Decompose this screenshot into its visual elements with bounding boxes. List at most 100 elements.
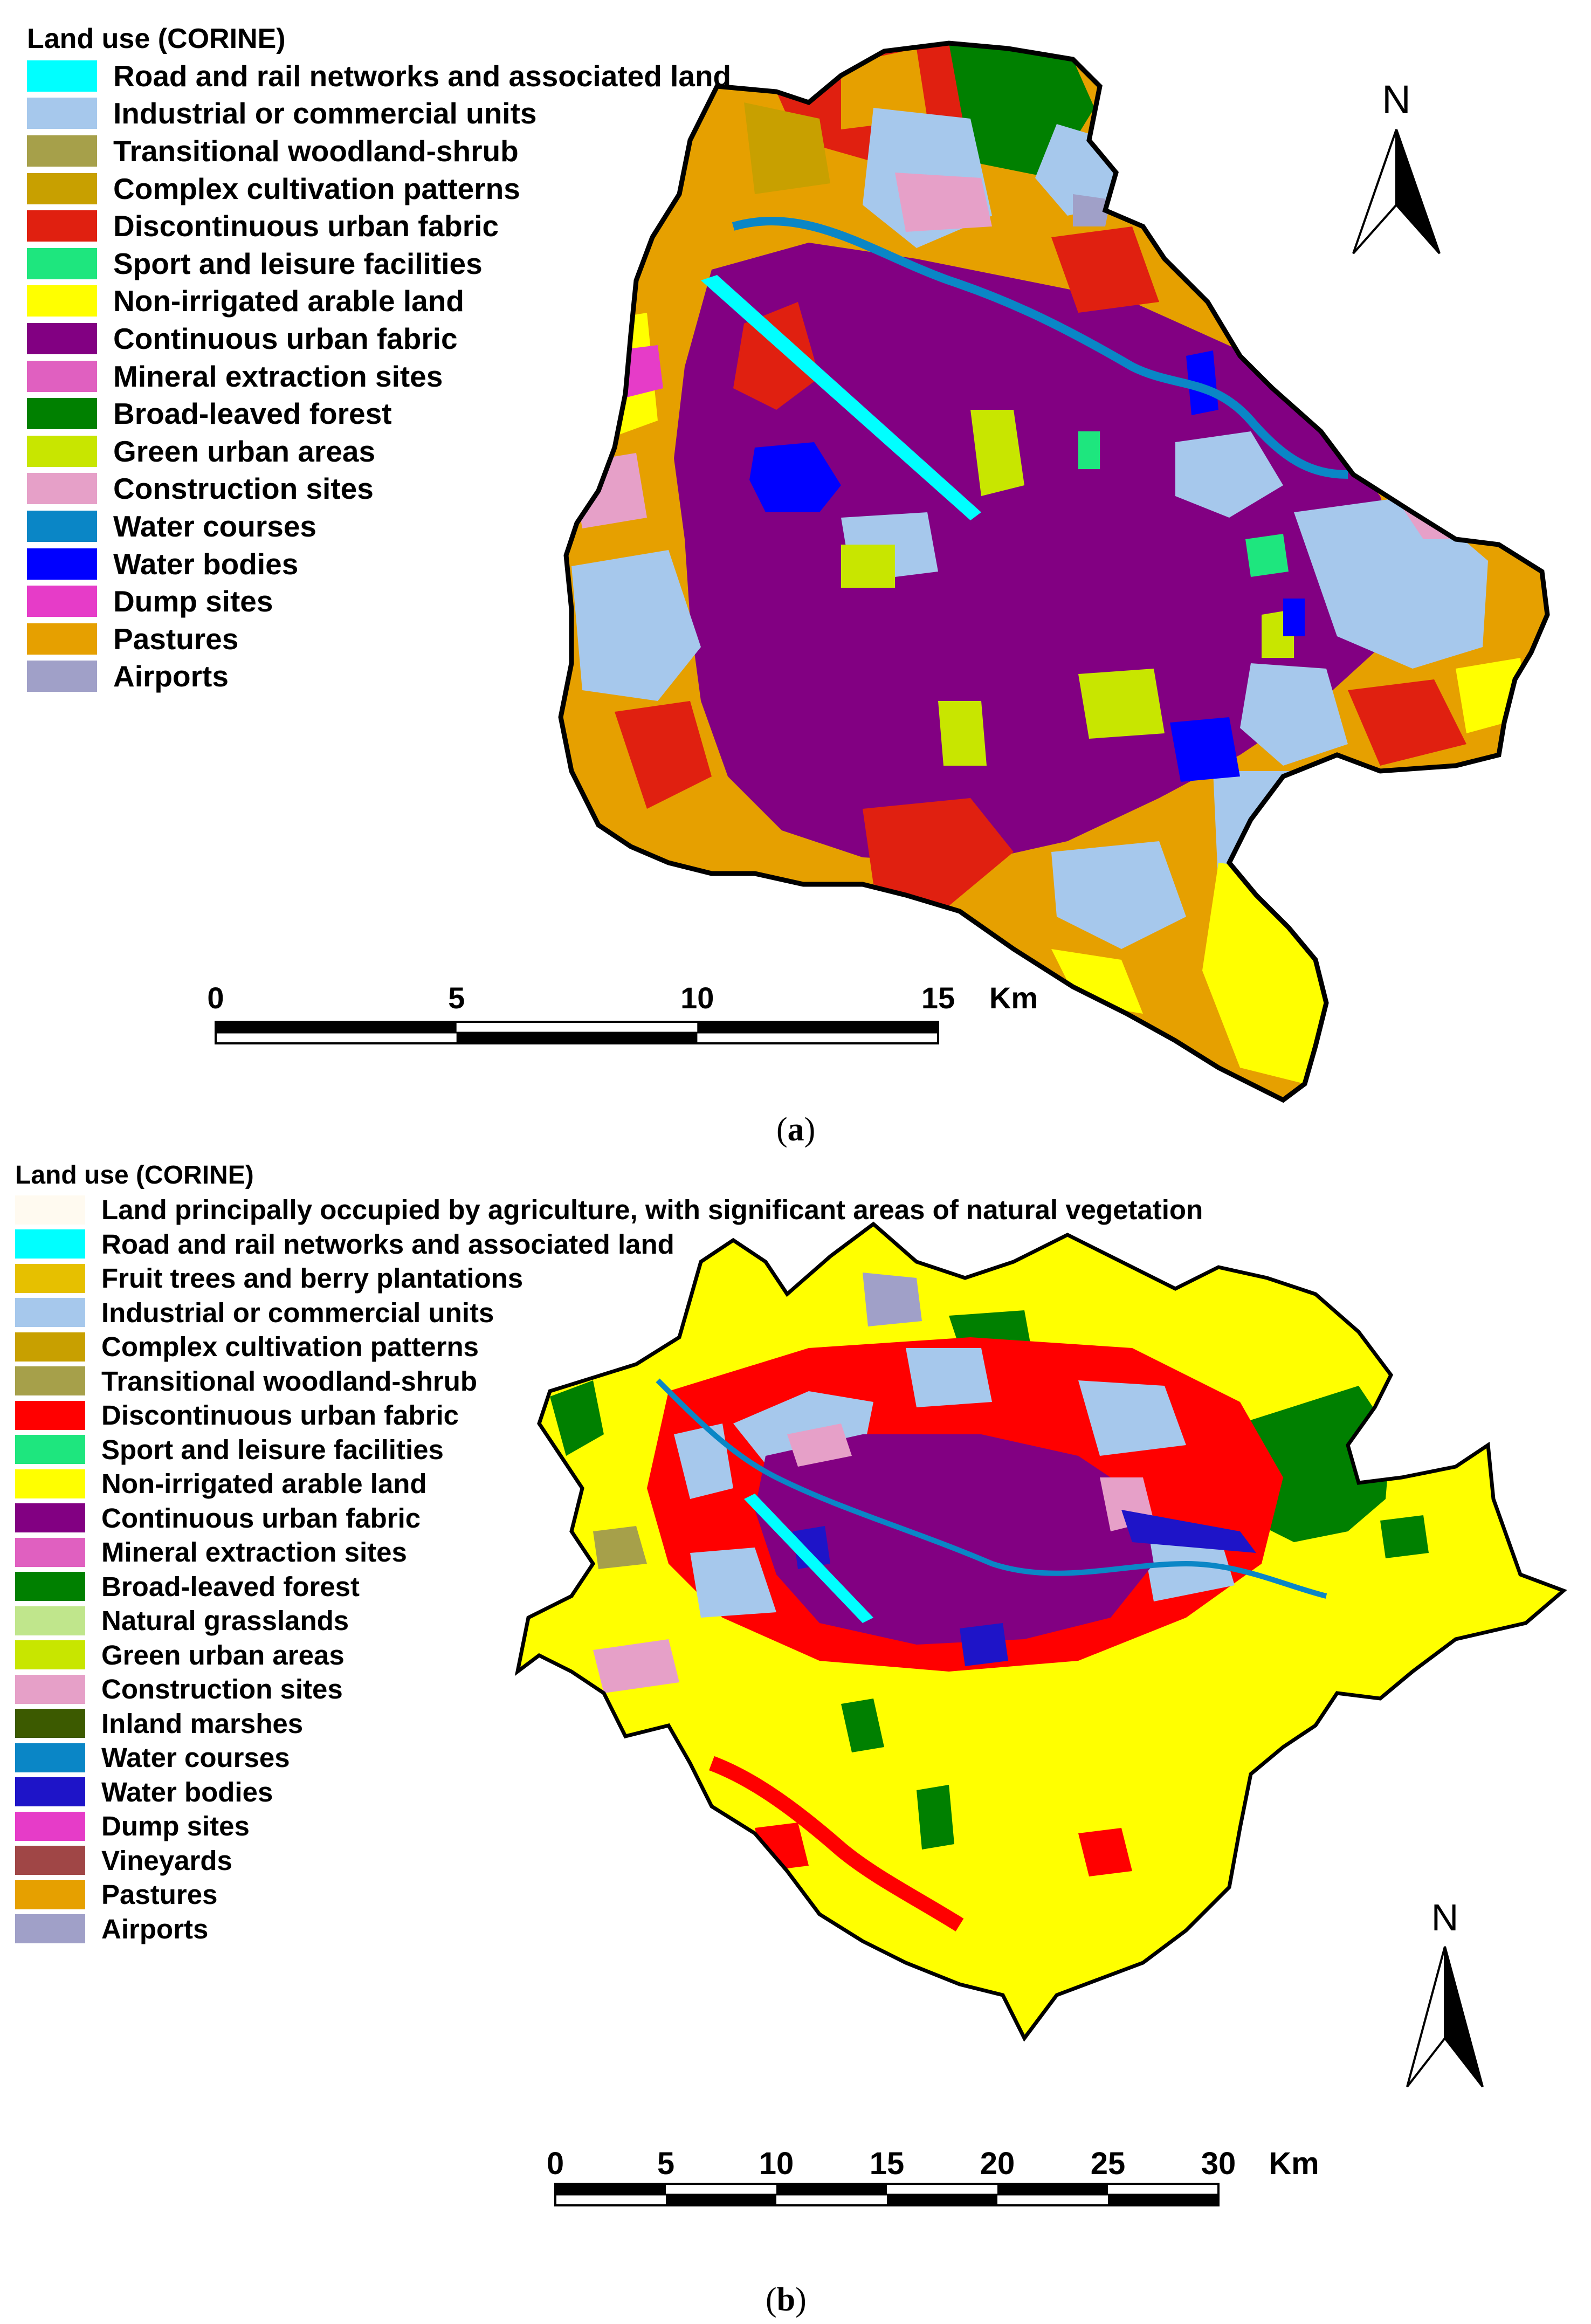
legend-item-a: Sport and leisure facilities: [27, 245, 731, 283]
caption-letter-b: b: [776, 2281, 796, 2318]
legend-swatch-b: [15, 1298, 85, 1328]
legend-swatch-b: [15, 1674, 85, 1704]
legend-swatch-b: [15, 1332, 85, 1362]
legend-swatch-a: [27, 210, 97, 242]
legend-item-a: Green urban areas: [27, 432, 731, 470]
scale-label-15-a: 15: [921, 981, 955, 1015]
legend-item-a: Industrial or commercial units: [27, 95, 731, 133]
legend-item-b: Road and rail networks and associated la…: [15, 1227, 1203, 1262]
legend-item-a: Water bodies: [27, 545, 731, 583]
legend-swatch-b: [15, 1846, 85, 1875]
legend-label-a: Water courses: [113, 509, 316, 543]
legend-swatch-a: [27, 98, 97, 129]
legend-label-b: Broad-leaved forest: [101, 1571, 360, 1602]
legend-label-a: Dump sites: [113, 585, 273, 618]
panel-a: N 0 5 10 15 Km Land use (CORINE) Road an…: [0, 0, 1591, 1154]
legend-item-a: Road and rail networks and associated la…: [27, 57, 731, 95]
legend-swatch-b: [15, 1572, 85, 1601]
legend-label-b: Road and rail networks and associated la…: [101, 1228, 674, 1260]
legend-swatch-b: [15, 1880, 85, 1909]
legend-item-a: Water courses: [27, 507, 731, 545]
legend-label-b: Fruit trees and berry plantations: [101, 1263, 524, 1294]
north-label-a: N: [1382, 77, 1410, 122]
map-b: N 0 5 10 15 20 25 30 Km: [514, 1221, 1567, 2206]
legend-label-b: Green urban areas: [101, 1639, 345, 1670]
legend-item-b: Discontinuous urban fabric: [15, 1398, 1203, 1433]
scale-bar-b: 0 5 10 15 20 25 30 Km: [547, 2146, 1319, 2206]
scale-bar-a: 0 5 10 15 Km: [207, 981, 1038, 1044]
caption-letter-a: a: [787, 1111, 804, 1148]
legend-swatch-b: [15, 1469, 85, 1498]
scale-label-5-a: 5: [448, 981, 465, 1015]
legend-item-b: Water bodies: [15, 1775, 1203, 1810]
legend-label-b: Vineyards: [101, 1845, 232, 1876]
legend-label-a: Construction sites: [113, 472, 374, 506]
legend-swatch-a: [27, 586, 97, 617]
legend-label-b: Continuous urban fabric: [101, 1502, 421, 1534]
scale-unit-a: Km: [989, 981, 1038, 1015]
legend-label-b: Sport and leisure facilities: [101, 1434, 444, 1465]
legend-item-b: Non-irrigated arable land: [15, 1467, 1203, 1501]
legend-item-b: Land principally occupied by agriculture…: [15, 1193, 1203, 1227]
legend-label-b: Complex cultivation patterns: [101, 1331, 479, 1363]
legend-swatch-a: [27, 173, 97, 204]
legend-label-a: Non-irrigated arable land: [113, 284, 464, 318]
legend-swatch-b: [15, 1263, 85, 1293]
legend-label-a: Broad-leaved forest: [113, 397, 392, 431]
legend-label-b: Construction sites: [101, 1674, 343, 1705]
legend-swatch-a: [27, 548, 97, 580]
caption-a: (a): [776, 1111, 816, 1148]
legend-swatch-a: [27, 435, 97, 467]
legend-swatch-b: [15, 1537, 85, 1567]
legend-item-b: Construction sites: [15, 1672, 1203, 1707]
legend-item-a: Broad-leaved forest: [27, 395, 731, 432]
legend-label-a: Continuous urban fabric: [113, 321, 458, 355]
legend-label-a: Transitional woodland-shrub: [113, 134, 519, 168]
scale-label-25-b: 25: [1091, 2146, 1126, 2181]
legend-label-b: Industrial or commercial units: [101, 1297, 494, 1328]
legend-title-a: Land use (CORINE): [27, 23, 286, 54]
legend-swatch-a: [27, 510, 97, 542]
legend-item-b: Mineral extraction sites: [15, 1535, 1203, 1570]
legend-swatch-b: [15, 1229, 85, 1259]
legend-item-a: Non-irrigated arable land: [27, 283, 731, 320]
legend-item-b: Water courses: [15, 1741, 1203, 1775]
city-boundary-b: [514, 1221, 1567, 2042]
north-label-b: N: [1431, 1896, 1459, 1938]
legend-label-b: Airports: [101, 1913, 209, 1944]
legend-title-b: Land use (CORINE): [15, 1161, 254, 1189]
legend-swatch-a: [27, 60, 97, 92]
legend-b: Land use (CORINE) Land principally occup…: [15, 1154, 1203, 1946]
legend-item-b: Vineyards: [15, 1844, 1203, 1878]
legend-item-b: Natural grasslands: [15, 1604, 1203, 1638]
legend-label-b: Discontinuous urban fabric: [101, 1400, 459, 1431]
legend-label-a: Discontinuous urban fabric: [113, 209, 499, 243]
legend-swatch-a: [27, 623, 97, 655]
legend-item-a: Airports: [27, 658, 731, 696]
legend-label-b: Water courses: [101, 1742, 290, 1773]
legend-item-b: Transitional woodland-shrub: [15, 1364, 1203, 1399]
legend-item-b: Industrial or commercial units: [15, 1296, 1203, 1330]
legend-swatch-a: [27, 398, 97, 430]
legend-label-a: Pastures: [113, 622, 239, 656]
scale-label-0-a: 0: [207, 981, 224, 1015]
legend-item-b: Dump sites: [15, 1809, 1203, 1844]
legend-item-a: Discontinuous urban fabric: [27, 207, 731, 245]
legend-item-a: Mineral extraction sites: [27, 357, 731, 395]
legend-swatch-b: [15, 1811, 85, 1841]
city-boundary-a: [558, 40, 1550, 1103]
legend-item-a: Complex cultivation patterns: [27, 170, 731, 208]
caption-b: (b): [766, 2281, 807, 2318]
legend-swatch-a: [27, 247, 97, 279]
legend-swatch-b: [15, 1709, 85, 1738]
legend-label-a: Mineral extraction sites: [113, 359, 443, 393]
legend-label-b: Mineral extraction sites: [101, 1537, 407, 1568]
legend-swatch-b: [15, 1606, 85, 1635]
legend-label-b: Water bodies: [101, 1776, 273, 1807]
legend-swatch-b: [15, 1743, 85, 1772]
scale-label-0-b: 0: [547, 2146, 564, 2181]
map-a: N 0 5 10 15 Km: [207, 40, 1550, 1103]
legend-item-a: Pastures: [27, 620, 731, 658]
legend-item-b: Continuous urban fabric: [15, 1501, 1203, 1536]
legend-label-b: Transitional woodland-shrub: [101, 1365, 478, 1397]
